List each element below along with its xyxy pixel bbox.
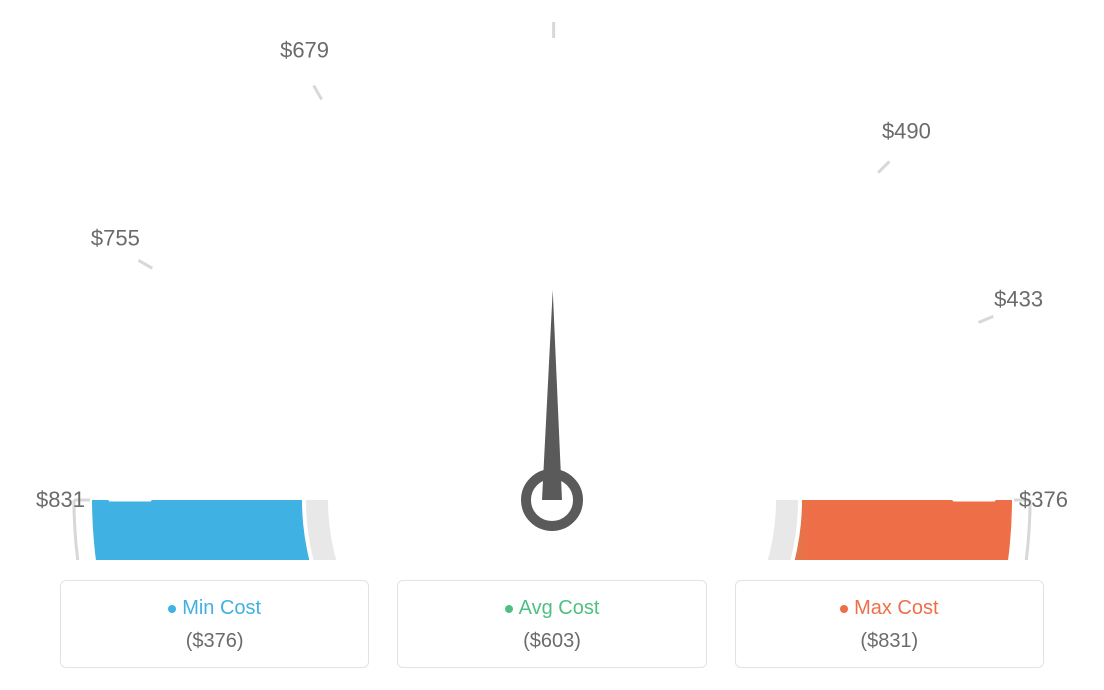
- legend-label-text: Max Cost: [854, 597, 938, 620]
- legend-label-text: Min Cost: [182, 597, 261, 620]
- legend-item-avg: Avg Cost ($603): [397, 580, 706, 668]
- gauge-chart: $376$433$490$603$679$755$831: [0, 0, 1104, 560]
- legend-label: Min Cost: [168, 597, 261, 620]
- gauge-tick-label: $679: [280, 37, 329, 63]
- legend-dot-icon: [505, 605, 513, 613]
- legend-label-text: Avg Cost: [519, 597, 600, 620]
- gauge-tick-label: $755: [91, 226, 140, 252]
- gauge-tick-label: $490: [882, 119, 931, 145]
- legend-value: ($376): [81, 630, 348, 653]
- gauge-svg: [0, 0, 1104, 560]
- legend-dot-icon: [840, 605, 848, 613]
- gauge-tick-label: $376: [1019, 487, 1068, 513]
- legend-dot-icon: [168, 605, 176, 613]
- legend-value: ($831): [756, 630, 1023, 653]
- legend-label: Max Cost: [840, 597, 938, 620]
- legend-item-max: Max Cost ($831): [735, 580, 1044, 668]
- gauge-tick-label: $831: [36, 487, 85, 513]
- legend-label: Avg Cost: [505, 597, 600, 620]
- legend-value: ($603): [418, 630, 685, 653]
- legend-item-min: Min Cost ($376): [60, 580, 369, 668]
- gauge-tick-label: $433: [994, 286, 1043, 312]
- legend-row: Min Cost ($376) Avg Cost ($603) Max Cost…: [0, 580, 1104, 668]
